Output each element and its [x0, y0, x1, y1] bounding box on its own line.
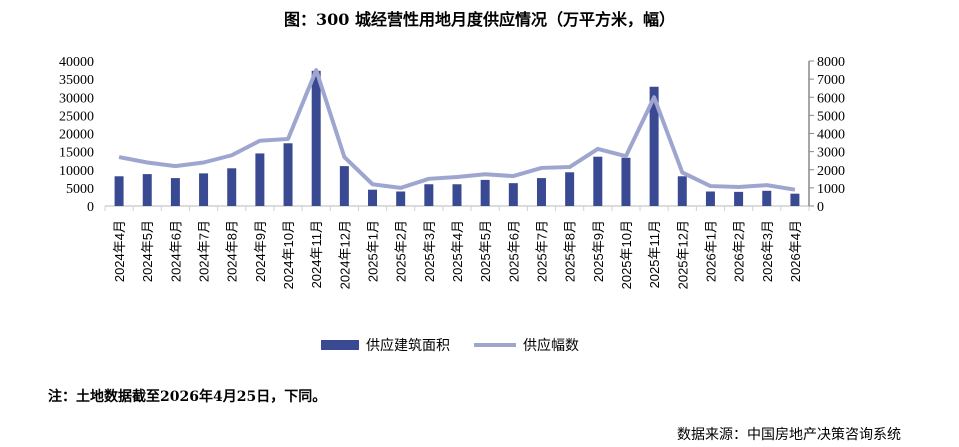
y-left-tick-label: 35000	[59, 73, 94, 88]
y-right-tick-label: 2000	[817, 164, 845, 179]
legend-line-label: 供应幅数	[523, 337, 579, 354]
x-tick-label: 2025年6月	[506, 220, 521, 282]
x-tick-label: 2025年7月	[534, 220, 549, 282]
bar	[452, 184, 462, 206]
bar	[649, 86, 659, 206]
y-left-tick-label: 25000	[59, 109, 94, 124]
y-left-tick-label: 15000	[59, 146, 94, 161]
legend-bar-swatch	[321, 340, 359, 350]
y-left-tick-label: 5000	[66, 182, 94, 197]
y-right-tick-label: 5000	[817, 109, 845, 124]
bar	[565, 172, 575, 206]
bar	[705, 191, 715, 206]
x-tick-label: 2024年8月	[225, 220, 240, 282]
bar	[227, 168, 237, 206]
line-series	[118, 68, 796, 192]
bar	[339, 166, 349, 206]
x-tick-label: 2026年3月	[760, 220, 775, 282]
x-tick-label: 2024年11月	[309, 220, 324, 288]
data-source: 数据来源：中国房地产决策咨询系统	[677, 427, 901, 443]
bar	[762, 190, 772, 206]
y-left-tick-label: 20000	[59, 128, 94, 143]
bar	[311, 70, 321, 206]
y-right-tick-label: 8000	[817, 55, 845, 70]
y-left-tick-label: 40000	[59, 55, 94, 70]
bar	[790, 193, 800, 206]
x-tick-label: 2025年9月	[591, 220, 606, 282]
x-tick-label: 2024年9月	[253, 220, 268, 282]
bar	[255, 153, 265, 206]
x-tick-label: 2024年12月	[337, 220, 352, 289]
x-tick-label: 2025年11月	[647, 220, 662, 288]
bar	[508, 183, 518, 206]
x-tick-label: 2025年10月	[619, 220, 634, 289]
y-left-tick-label: 30000	[59, 91, 94, 106]
y-right-tick-label: 0	[817, 200, 824, 215]
y-left-tick-label: 10000	[59, 164, 94, 179]
x-tick-label: 2025年5月	[478, 220, 493, 282]
bar	[734, 191, 744, 206]
x-tick-label: 2025年1月	[366, 220, 381, 282]
chart-title: 图：300 城经营性用地月度供应情况（万平方米，幅）	[284, 10, 675, 29]
bar	[621, 157, 631, 206]
x-tick-label: 2025年12月	[675, 220, 690, 289]
bar	[424, 184, 434, 206]
y-right-tick-label: 6000	[817, 91, 845, 106]
x-tick-label: 2026年2月	[732, 220, 747, 282]
x-tick-label: 2026年4月	[788, 220, 803, 282]
bar	[142, 174, 152, 206]
x-tick-label: 2024年10月	[281, 220, 296, 289]
x-tick-label: 2025年3月	[422, 220, 437, 282]
y-right-tick-label: 4000	[817, 128, 845, 143]
x-tick-label: 2024年4月	[112, 220, 127, 282]
bar	[396, 191, 406, 206]
y-right-tick-label: 3000	[817, 146, 845, 161]
bar	[114, 176, 124, 206]
x-tick-label: 2024年6月	[168, 220, 183, 282]
bar	[283, 143, 293, 206]
bar	[199, 173, 209, 206]
x-tick-label: 2025年2月	[394, 220, 409, 282]
y-left-tick-label: 0	[87, 200, 94, 215]
bar	[368, 189, 378, 206]
bar	[170, 178, 180, 206]
bar	[593, 156, 603, 206]
y-right-tick-label: 1000	[817, 182, 845, 197]
x-tick-label: 2025年4月	[450, 220, 465, 282]
bar	[677, 176, 687, 206]
footnote: 注：土地数据截至2026年4月25日，下同。	[48, 389, 327, 405]
x-tick-label: 2024年5月	[140, 220, 155, 282]
x-tick-label: 2024年7月	[197, 220, 212, 282]
legend-bar-label: 供应建筑面积	[366, 337, 450, 354]
bar	[536, 178, 546, 206]
bar	[480, 179, 490, 206]
x-tick-label: 2026年1月	[703, 220, 718, 282]
y-right-tick-label: 7000	[817, 73, 845, 88]
x-tick-label: 2025年8月	[563, 220, 578, 282]
